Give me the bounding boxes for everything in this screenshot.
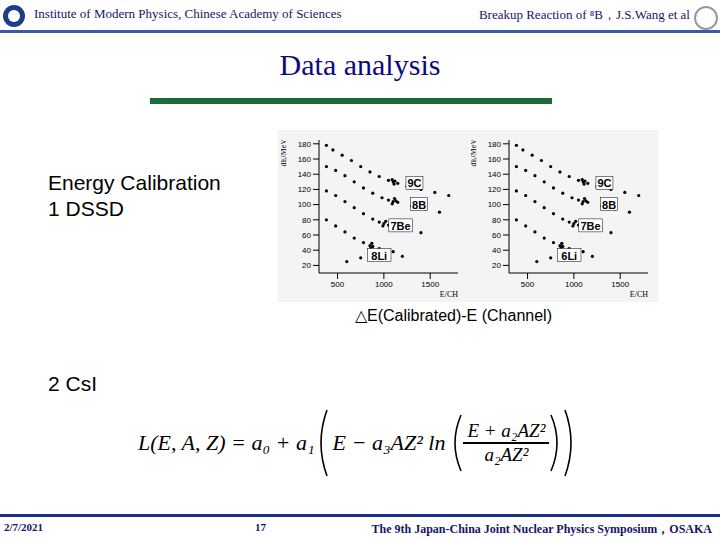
html-text:a₂AZ²: a₂AZ² <box>484 443 529 465</box>
svg-text:9C: 9C <box>597 177 611 189</box>
svg-text:40: 40 <box>302 246 311 255</box>
html-text:Energy Calibration: Energy Calibration <box>48 171 221 194</box>
svg-text:80: 80 <box>302 215 311 224</box>
svg-text:160: 160 <box>487 154 501 163</box>
svg-text:80: 80 <box>492 215 501 224</box>
svg-text:9C: 9C <box>407 177 421 189</box>
svg-text:8Li: 8Li <box>371 249 387 261</box>
html-text:Institute of Modern Physics, C: Institute of Modern Physics, Chinese Aca… <box>34 6 342 21</box>
html-text:Breakup Reaction of ⁸B，J.S.Wan: Breakup Reaction of ⁸B，J.S.Wang et al <box>478 7 690 22</box>
svg-text:7Be: 7Be <box>580 219 600 231</box>
html-text:Data analysis: Data analysis <box>279 48 441 81</box>
html-text:1 DSSD: 1 DSSD <box>48 197 124 220</box>
svg-text:500: 500 <box>330 279 344 288</box>
svg-text:60: 60 <box>492 230 501 239</box>
html-text:2 CsI: 2 CsI <box>48 372 97 395</box>
svg-text:140: 140 <box>297 170 311 179</box>
svg-text:dE/MeV: dE/MeV <box>281 138 288 166</box>
html-text:2/7/2021: 2/7/2021 <box>4 521 44 533</box>
svg-text:8B: 8B <box>412 198 426 210</box>
html-text:△E(Calibrated)-E (Channel): △E(Calibrated)-E (Channel) <box>355 307 552 324</box>
svg-text:8B: 8B <box>602 198 616 210</box>
svg-text:20: 20 <box>302 261 311 270</box>
svg-text:1000: 1000 <box>374 279 392 288</box>
svg-text:6Li: 6Li <box>561 249 577 261</box>
svg-text:7Be: 7Be <box>390 219 410 231</box>
svg-text:20: 20 <box>492 261 501 270</box>
svg-text:120: 120 <box>297 185 311 194</box>
svg-text:1000: 1000 <box>564 279 582 288</box>
svg-text:dE/MeV: dE/MeV <box>471 138 478 166</box>
html-text:L(E, A, Z) = a₀ + a₁: L(E, A, Z) = a₀ + a₁ <box>138 430 315 455</box>
svg-text:180: 180 <box>487 139 501 148</box>
html-text:The 9th Japan-China Joint Nucl: The 9th Japan-China Joint Nuclear Physic… <box>371 522 712 536</box>
svg-text:E/CH: E/CH <box>439 290 457 299</box>
svg-text:1500: 1500 <box>611 279 629 288</box>
svg-text:1500: 1500 <box>421 279 439 288</box>
svg-text:180: 180 <box>297 139 311 148</box>
svg-text:140: 140 <box>487 170 501 179</box>
svg-text:500: 500 <box>520 279 534 288</box>
svg-text:40: 40 <box>492 246 501 255</box>
svg-text:E/CH: E/CH <box>629 290 647 299</box>
svg-text:120: 120 <box>487 185 501 194</box>
svg-text:100: 100 <box>487 200 501 209</box>
svg-text:100: 100 <box>297 200 311 209</box>
svg-text:160: 160 <box>297 154 311 163</box>
html-text:E − a₃AZ² ln: E − a₃AZ² ln <box>332 430 446 455</box>
html-text:E + a₂AZ²: E + a₂AZ² <box>467 420 546 442</box>
html-text:17: 17 <box>255 521 266 533</box>
svg-text:60: 60 <box>302 230 311 239</box>
